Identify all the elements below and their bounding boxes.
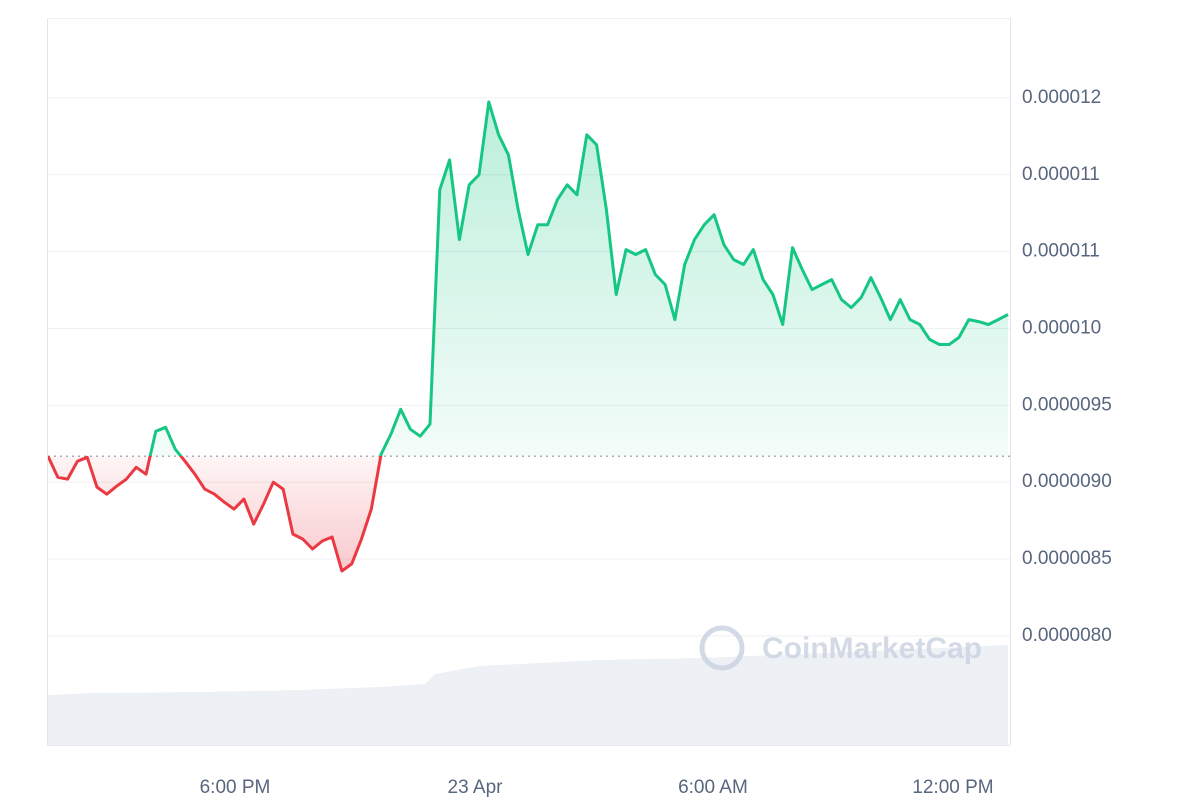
- y-tick-label: 0.0000080: [1022, 625, 1112, 646]
- watermark-logo: [699, 625, 745, 671]
- y-tick-label: 0.000011: [1022, 241, 1100, 262]
- y-tick-label: 0.000010: [1022, 317, 1101, 338]
- x-tick-label: 6:00 PM: [200, 777, 271, 798]
- y-tick-label: 0.0000095: [1022, 394, 1112, 415]
- volume-area: [48, 645, 1008, 745]
- y-tick-label: 0.0000085: [1022, 548, 1112, 569]
- y-tick-label: 0.000012: [1022, 87, 1101, 108]
- price-area: [48, 101, 1008, 572]
- y-tick-label: 0.000011: [1022, 164, 1100, 185]
- plot: 0.000012 0.000011 0.000011 0.000010 0.000009…: [46, 87, 1112, 798]
- price-line: [46, 100, 1009, 573]
- x-tick-label: 6:00 AM: [678, 777, 748, 798]
- watermark: CoinMarketCap: [699, 625, 982, 671]
- watermark-text: CoinMarketCap: [762, 632, 982, 665]
- x-tick-label: 23 Apr: [448, 777, 504, 798]
- y-tick-label: 0.0000090: [1022, 471, 1112, 492]
- x-tick-label: 12:00 PM: [912, 777, 993, 798]
